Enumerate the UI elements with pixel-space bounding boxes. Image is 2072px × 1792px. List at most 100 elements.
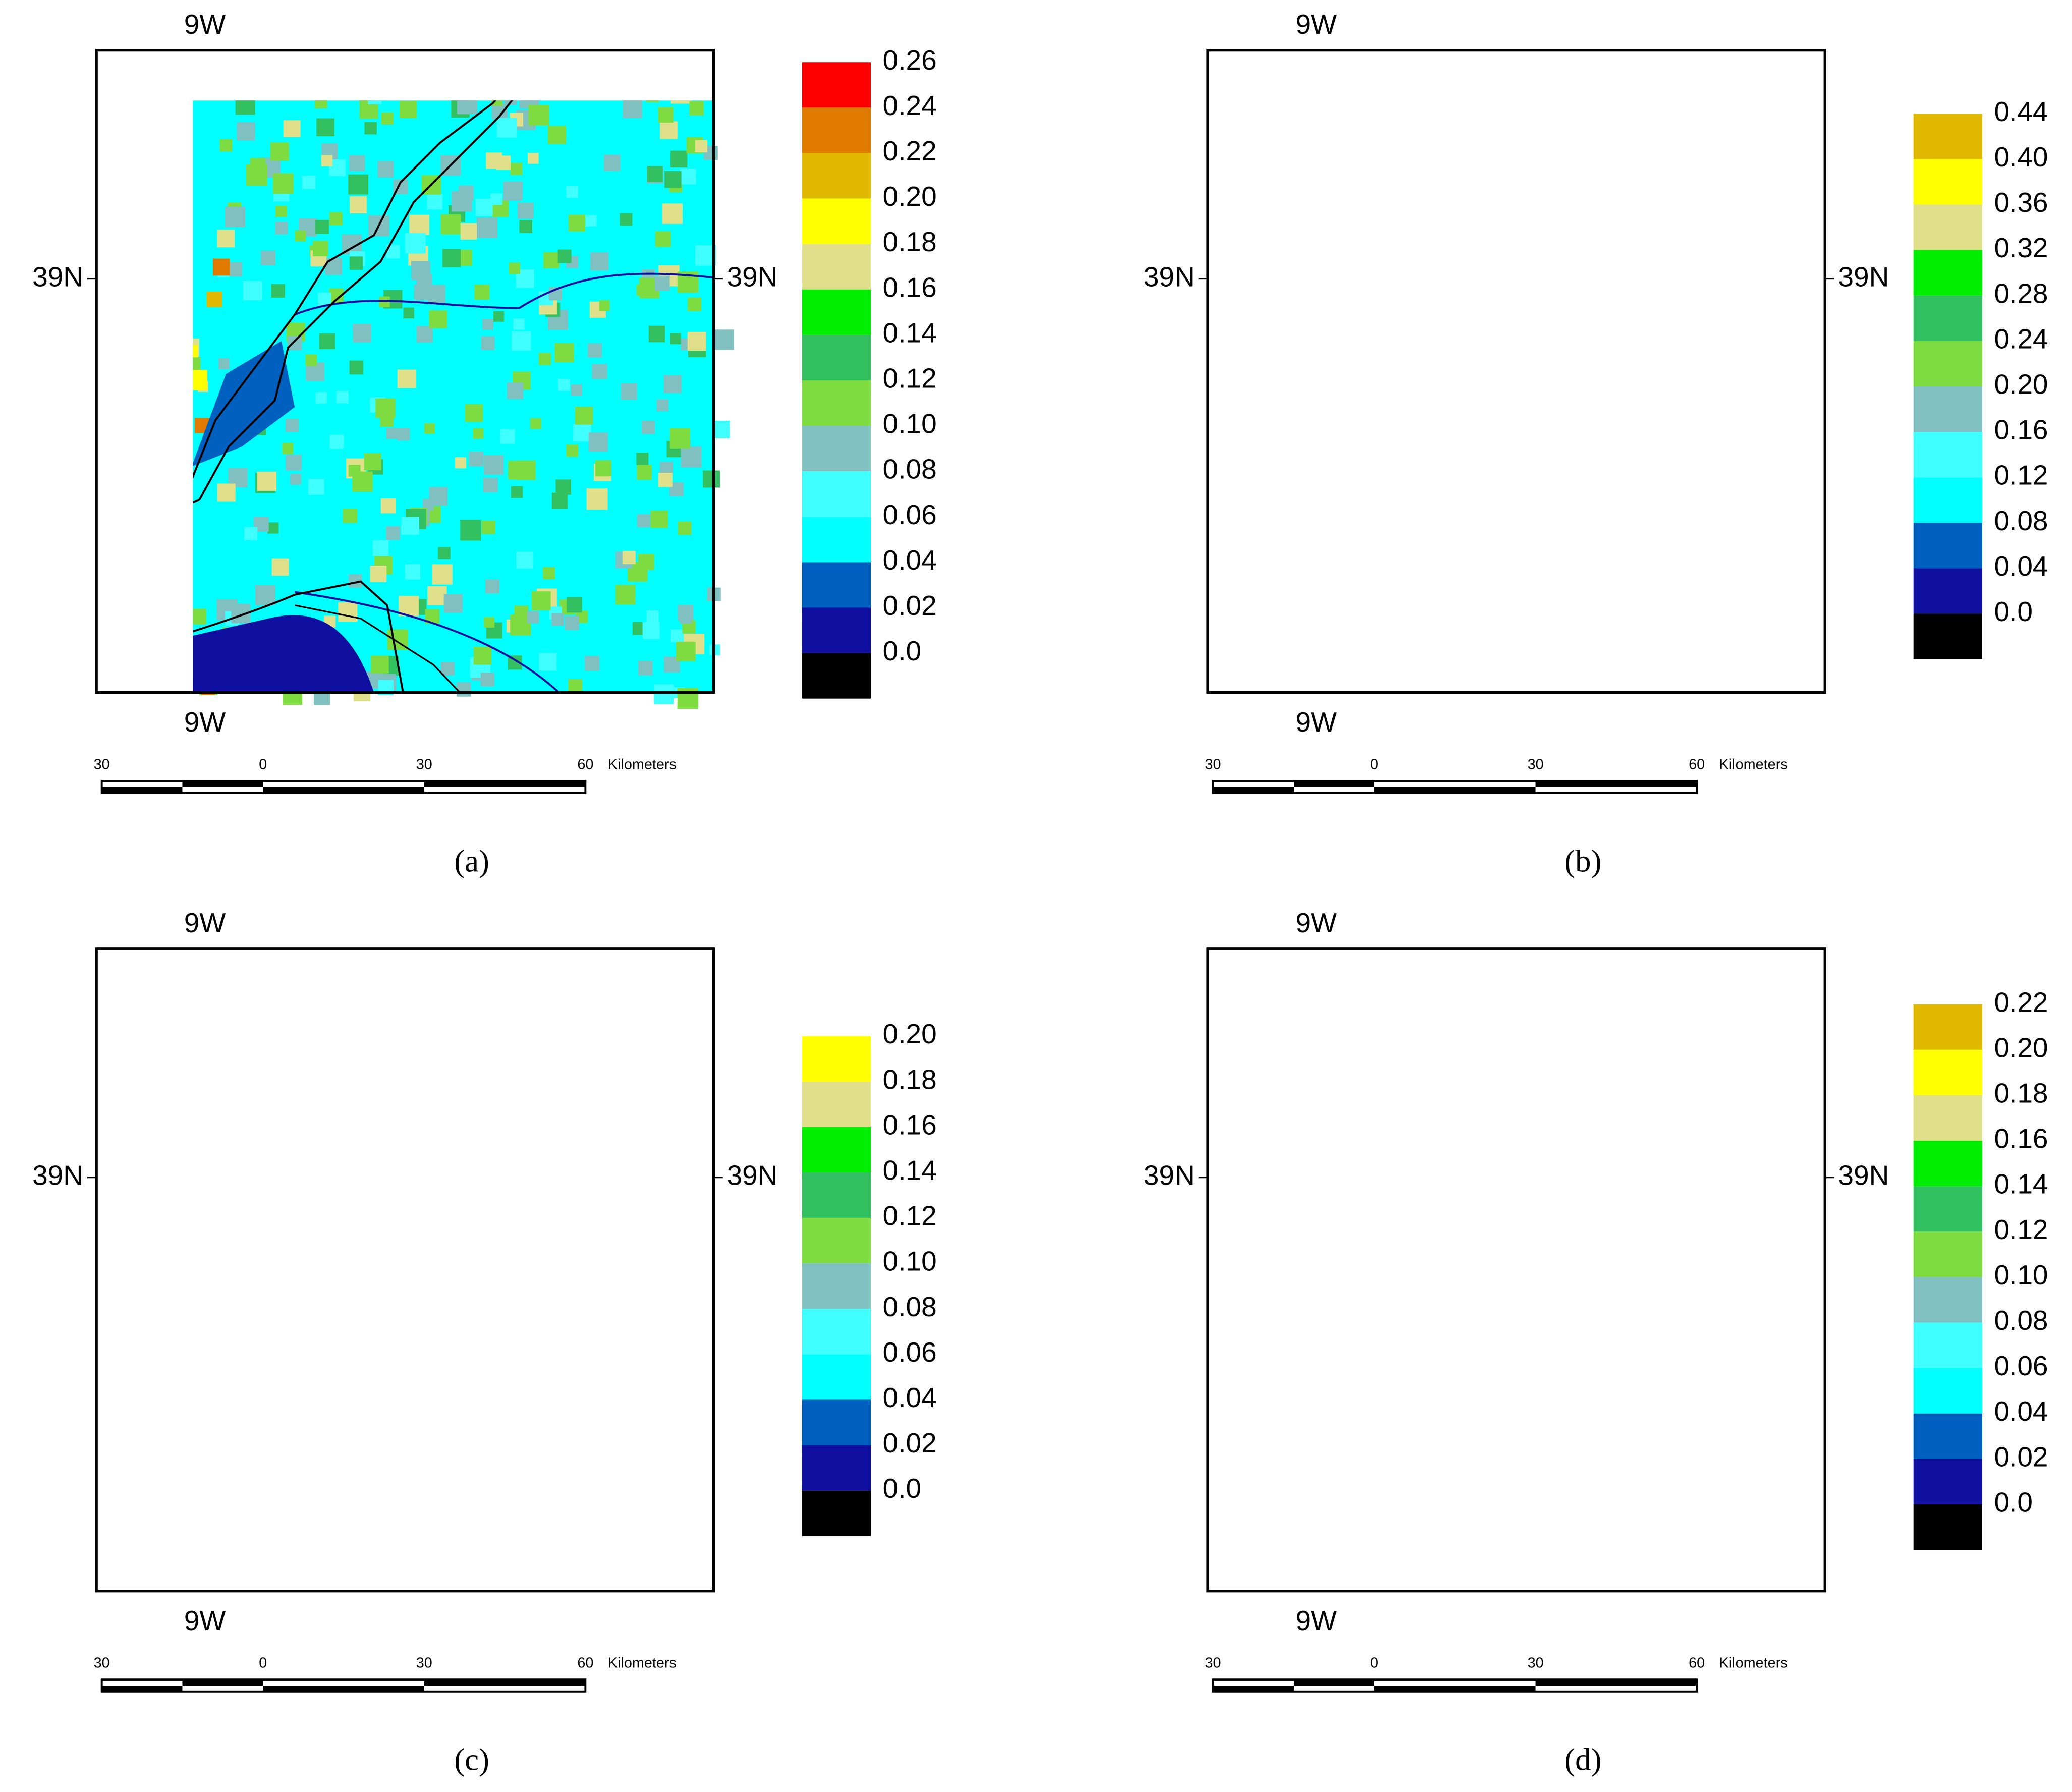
- pixel-block: [161, 1106, 182, 1127]
- pixel-block: [1745, 1352, 1763, 1369]
- pixel-block: [1687, 84, 1698, 94]
- pixel-block: [237, 122, 255, 141]
- pixel-block: [325, 1055, 345, 1075]
- pixel-block: [154, 1436, 169, 1450]
- pixel-block: [1600, 397, 1617, 415]
- pixel-block: [193, 608, 206, 625]
- pixel-block: [179, 1547, 192, 1560]
- pixel-block: [1762, 527, 1774, 539]
- pixel-block: [297, 1016, 311, 1029]
- pixel-block: [691, 1013, 702, 1023]
- pixel-block: [168, 270, 179, 282]
- pixel-block: [608, 1523, 629, 1543]
- pixel-block: [1409, 1022, 1425, 1038]
- pixel-block: [1471, 1396, 1488, 1413]
- pixel-block: [1686, 1123, 1703, 1140]
- pixel-block: [494, 1353, 513, 1371]
- pixel-block: [1713, 1073, 1728, 1088]
- pixel-block: [1679, 1109, 1697, 1127]
- pixel-block: [308, 1284, 326, 1303]
- pixel-block: [1439, 1180, 1459, 1200]
- pixel-block: [460, 223, 477, 240]
- caption: (c): [454, 1742, 489, 1777]
- legend-label: 0.16: [1994, 414, 2048, 445]
- map: [111, 52, 734, 709]
- legend-label: 0.14: [1994, 1168, 2048, 1200]
- pixel-block: [617, 1176, 635, 1194]
- pixel-block: [176, 1147, 191, 1162]
- pixel-block: [243, 281, 263, 301]
- pixel-block: [1534, 955, 1547, 968]
- pixel-block: [165, 254, 181, 269]
- pixel-block: [152, 997, 166, 1011]
- pixel-block: [491, 100, 503, 106]
- pixel-block: [1569, 1536, 1588, 1555]
- pixel-block: [1515, 173, 1530, 188]
- pixel-block: [1650, 576, 1664, 590]
- pixel-block: [1496, 1134, 1513, 1151]
- pixel-block: [549, 1373, 564, 1387]
- pixel-block: [620, 1033, 631, 1044]
- pixel-block: [1269, 553, 1280, 565]
- pixel-block: [1763, 1408, 1778, 1422]
- pixel-block: [1554, 516, 1566, 528]
- scale-segment: [263, 1686, 424, 1692]
- legend-label: 0.32: [1994, 232, 2048, 263]
- pixel-block: [116, 405, 127, 416]
- pixel-block: [713, 329, 734, 350]
- legend-label: 0.10: [883, 1246, 937, 1277]
- pixel-block: [1606, 389, 1623, 406]
- legend-swatch: [1913, 159, 1982, 205]
- pixel-block: [1352, 419, 1368, 435]
- pixel-block: [314, 100, 327, 109]
- pixel-block: [308, 479, 324, 495]
- pixel-block: [1797, 1458, 1814, 1474]
- pixel-block: [1289, 445, 1310, 467]
- pixel-block: [1365, 69, 1383, 86]
- pixel-block: [1276, 554, 1293, 571]
- pixel-block: [1319, 666, 1337, 685]
- pixel-block: [1403, 973, 1423, 993]
- pixel-block: [1728, 1578, 1741, 1591]
- pixel-block: [1785, 282, 1800, 297]
- pixel-block: [111, 595, 125, 608]
- pixel-block: [445, 1378, 461, 1394]
- pixel-block: [1581, 372, 1593, 384]
- pixel-block: [156, 1349, 176, 1369]
- pixel-block: [146, 1223, 159, 1237]
- pixel-block: [1815, 994, 1829, 1009]
- pixel-block: [420, 1002, 439, 1021]
- pixel-block: [282, 442, 294, 455]
- pixel-block: [684, 52, 703, 71]
- legend-label: 0.28: [1994, 277, 2048, 309]
- legend-swatch: [802, 426, 871, 472]
- pixel-block: [1332, 304, 1348, 319]
- pixel-block: [1493, 1526, 1508, 1541]
- pixel-block: [1566, 1293, 1583, 1309]
- coastline: [1208, 57, 1657, 507]
- pixel-block: [1270, 1325, 1281, 1336]
- pixel-block: [1274, 1145, 1291, 1162]
- pixel-block: [1229, 247, 1244, 262]
- pixel-block: [1267, 210, 1280, 223]
- pixel-block: [551, 1369, 563, 1381]
- pixel-block: [217, 483, 236, 502]
- pixel-block: [1794, 1439, 1811, 1456]
- pixel-block: [1416, 536, 1431, 552]
- pixel-block: [1740, 202, 1751, 212]
- pixel-block: [1790, 530, 1804, 544]
- pixel-block: [670, 1396, 685, 1411]
- pixel-block: [1471, 1412, 1491, 1432]
- ocean: [96, 1372, 123, 1591]
- pixel-block: [277, 1006, 295, 1024]
- pixel-block: [1390, 1235, 1405, 1249]
- pixel-block: [1691, 1374, 1707, 1390]
- pixel-block: [180, 198, 191, 209]
- pixel-block: [1369, 295, 1385, 310]
- pixel-block: [97, 1256, 114, 1273]
- pixel-block: [1270, 663, 1290, 684]
- legend-label: 0.06: [1994, 1350, 2048, 1381]
- pixel-block: [1285, 59, 1305, 79]
- pixel-block: [1212, 333, 1227, 349]
